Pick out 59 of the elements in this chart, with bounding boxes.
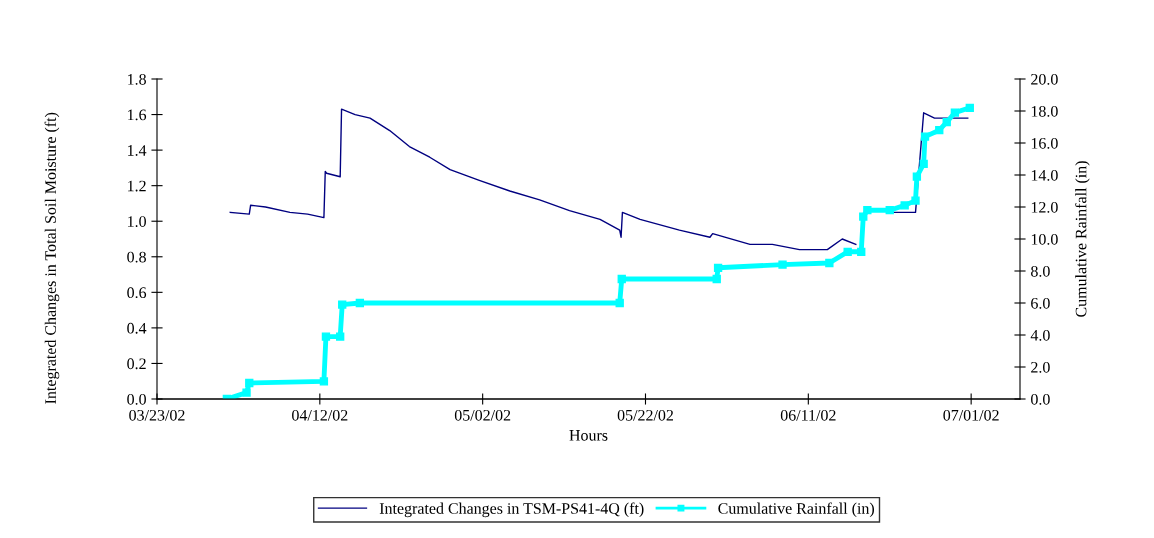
point <box>863 206 872 215</box>
x-tick-label: 04/12/02 <box>292 409 348 421</box>
y2-tick-label: 14.0 <box>1031 169 1058 181</box>
point <box>825 258 834 268</box>
legend-label: Cumulative Rainfall (in) <box>718 502 875 518</box>
y2-axis-title: Cumulative Rainfall (in) <box>1075 161 1090 317</box>
point <box>336 332 345 341</box>
point <box>615 298 624 308</box>
point <box>919 159 928 168</box>
y-tick-label: 1.8 <box>128 73 146 85</box>
y-tick-label: 1.0 <box>128 216 146 227</box>
y-tick-label: 0.8 <box>127 251 146 263</box>
legend-label: Integrated Changes in TSM-PS41-4Q (ft) <box>379 502 644 518</box>
point <box>857 247 866 256</box>
y2-tick-label: 2.0 <box>1031 361 1050 373</box>
y2-tick-label: 10.0 <box>1031 233 1058 245</box>
y2-tick-label: 16.0 <box>1031 137 1058 149</box>
point <box>965 103 974 112</box>
y-tick-label: 0.4 <box>127 322 147 334</box>
point <box>843 247 852 256</box>
point <box>912 172 922 181</box>
point <box>242 388 251 397</box>
x-tick-label: 03/23/02 <box>129 409 185 421</box>
y-tick-label: 0.6 <box>127 287 147 299</box>
y-tick-label: 1.2 <box>128 180 146 192</box>
point <box>942 118 951 127</box>
y2-tick-label: 12.0 <box>1031 201 1058 213</box>
y2-tick-label: 4.0 <box>1030 329 1050 341</box>
point <box>911 196 920 205</box>
x-tick-label: 05/02/02 <box>454 409 511 421</box>
y-tick-label: 0.2 <box>127 358 146 370</box>
point <box>712 274 721 284</box>
point <box>900 201 909 210</box>
y-tick-label: 0.0 <box>127 393 146 405</box>
point <box>321 332 331 341</box>
y-tick-label: 1.6 <box>128 109 147 121</box>
y-tick-label: 1.4 <box>128 145 147 156</box>
point <box>935 126 944 135</box>
y2-tick-label: 20.0 <box>1031 73 1058 85</box>
y2-tick-label: 8.0 <box>1031 265 1050 277</box>
point <box>319 377 329 386</box>
point <box>338 300 347 309</box>
point <box>778 260 787 269</box>
y2-tick-label: 18.0 <box>1031 105 1058 117</box>
point <box>950 108 960 117</box>
point <box>617 274 626 284</box>
point <box>355 298 365 308</box>
y2-tick-label: 0.0 <box>1031 393 1050 405</box>
x-tick-label: 06/11/02 <box>780 409 836 421</box>
point <box>245 378 254 388</box>
x-tick-label: 07/01/02 <box>943 409 999 421</box>
y-axis-title: Integrated Changes in Total Soil Moisture (ft) <box>44 112 60 404</box>
point <box>859 212 868 221</box>
point <box>885 206 894 215</box>
x-tick-label: 05/22/02 <box>617 409 674 421</box>
x-axis-title: Hours <box>569 430 608 441</box>
point <box>713 263 723 272</box>
y2-tick-label: 6.0 <box>1031 297 1050 309</box>
point <box>920 132 930 141</box>
